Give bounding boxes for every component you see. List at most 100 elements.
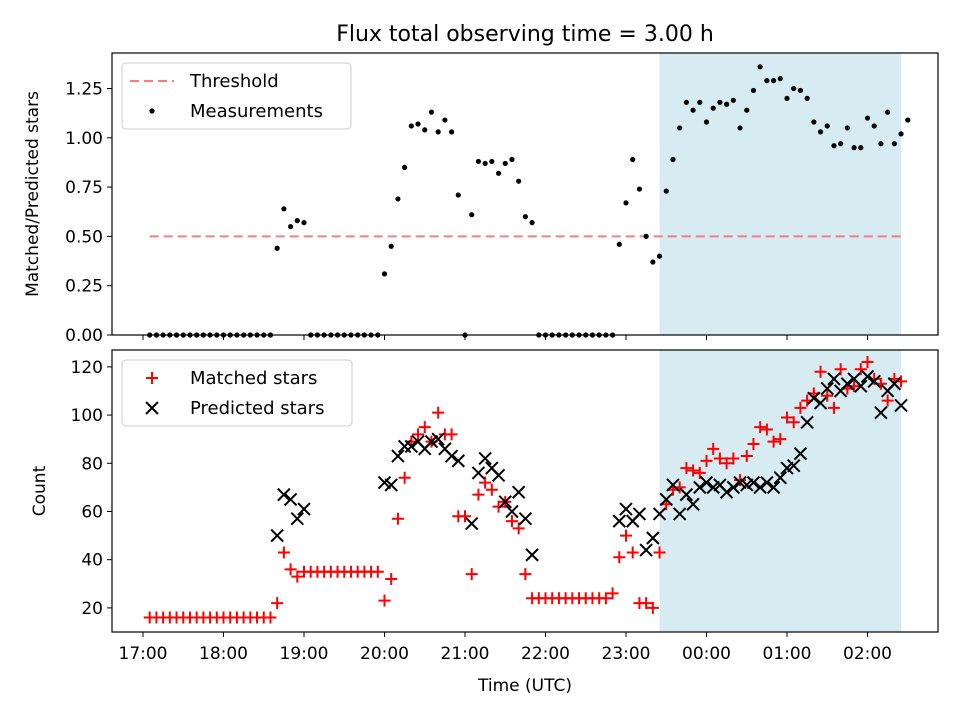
bottom-y-axis: 20 40 60 80 100 120 [71, 358, 112, 619]
measurement-point [287, 223, 294, 230]
predicted-star-point [431, 432, 445, 446]
predicted-star-point [478, 451, 492, 466]
x-tick-label: 02:00 [843, 644, 892, 664]
matched-star-point [834, 363, 847, 376]
matched-star-point [512, 522, 525, 535]
predicted-star-point [498, 495, 512, 509]
measurement-point [630, 156, 636, 163]
predicted-star-point [813, 396, 828, 410]
measurement-point [670, 156, 676, 163]
matched-star-point [646, 601, 659, 614]
matched-star-point [693, 466, 706, 479]
y-tick-label: 120 [71, 358, 103, 378]
matched-star-point [754, 421, 767, 434]
matched-star-point [720, 457, 733, 470]
chart-title: Flux total observing time = 3.00 h [336, 22, 714, 47]
matched-star-point [613, 551, 626, 564]
matched-star-point [620, 529, 632, 542]
measurement-point [415, 121, 421, 127]
predicted-star-point [404, 439, 419, 454]
bottom-legend-box [121, 359, 353, 427]
predicted-star-point [807, 391, 821, 405]
predicted-star-point [666, 478, 680, 492]
matched-star-point [398, 471, 411, 484]
y-tick-label: 80 [81, 454, 103, 474]
predicted-star-point [270, 528, 284, 543]
matched-star-point [794, 401, 807, 414]
measurement-point [724, 101, 730, 107]
measurement-point [784, 95, 790, 101]
x-tick-label: 19:00 [280, 644, 329, 664]
measurement-point [502, 160, 508, 167]
matched-star-point [727, 452, 740, 465]
predicted-star-point [518, 512, 533, 526]
measurement-point [402, 164, 408, 170]
matched-star-point [767, 435, 780, 448]
predicted-star-point [820, 381, 834, 396]
matched-star-point [861, 356, 874, 369]
matched-star-point [371, 565, 384, 578]
predicted-star-point [491, 468, 506, 483]
predicted-star-point [511, 485, 526, 499]
matched-star-point [472, 488, 485, 501]
predicted-star-point [679, 487, 694, 502]
matched-star-point [774, 433, 787, 446]
top-legend: Threshold Measurements [121, 62, 352, 130]
bottom-y-axis-label: Count [30, 465, 50, 516]
x-tick-label: 18:00 [199, 644, 248, 664]
measurement-point [529, 219, 535, 226]
measurement-point [683, 99, 689, 105]
measurement-point [509, 156, 515, 163]
matched-star-point [687, 464, 700, 477]
measurement-point [831, 143, 837, 149]
measurement-point [677, 125, 683, 131]
predicted-star-point [619, 502, 633, 516]
measurement-point [757, 64, 763, 70]
top-y-axis-label: Matched/Predicted stars [23, 91, 43, 297]
measurement-point [717, 99, 723, 105]
predicted-star-point [646, 531, 660, 545]
measurement-point [636, 186, 643, 192]
matched-star-point [740, 450, 753, 463]
top-highlight-span [659, 53, 902, 335]
matched-star-point [291, 570, 304, 583]
measurement-point [516, 178, 522, 184]
measurement-point [885, 109, 891, 115]
matched-star-point [700, 454, 713, 467]
matched-star-point [640, 597, 653, 610]
measurement-point [844, 125, 850, 131]
measurement-point [281, 206, 287, 212]
measurement-point [422, 127, 428, 133]
matched-star-point [479, 476, 492, 489]
predicted-star-point [787, 458, 801, 473]
measurement-point [697, 99, 703, 105]
measurement-point [623, 200, 629, 206]
predicted-star-point [773, 471, 787, 485]
predicted-star-point [612, 514, 626, 528]
predicted-star-point [672, 507, 687, 521]
measurement-point [616, 241, 622, 247]
legend-predicted-label: Predicted stars [190, 398, 324, 419]
matched-star-point [432, 406, 445, 419]
y-tick-label: 0.00 [65, 326, 103, 346]
measurement-point [811, 119, 817, 125]
bottom-highlight-span [659, 350, 902, 632]
predicted-star-point [699, 475, 714, 490]
y-tick-label: 0.25 [65, 277, 103, 297]
matched-star-point [412, 428, 425, 441]
legend-measurements-swatch [149, 108, 155, 114]
top-plot-frame [111, 52, 939, 336]
predicted-star-point [297, 502, 311, 516]
predicted-star-point [465, 516, 479, 531]
measurement-point [643, 233, 649, 239]
y-tick-label: 0.50 [65, 227, 103, 247]
matched-star-point [653, 546, 666, 559]
legend-predicted-swatch [145, 401, 159, 415]
predicted-star-point [277, 487, 291, 502]
predicted-star-point [840, 377, 855, 391]
x-tick-label: 20:00 [360, 644, 409, 664]
bottom-points-group [143, 356, 908, 624]
matched-star-point [599, 592, 612, 605]
predicted-star-point [793, 446, 808, 461]
